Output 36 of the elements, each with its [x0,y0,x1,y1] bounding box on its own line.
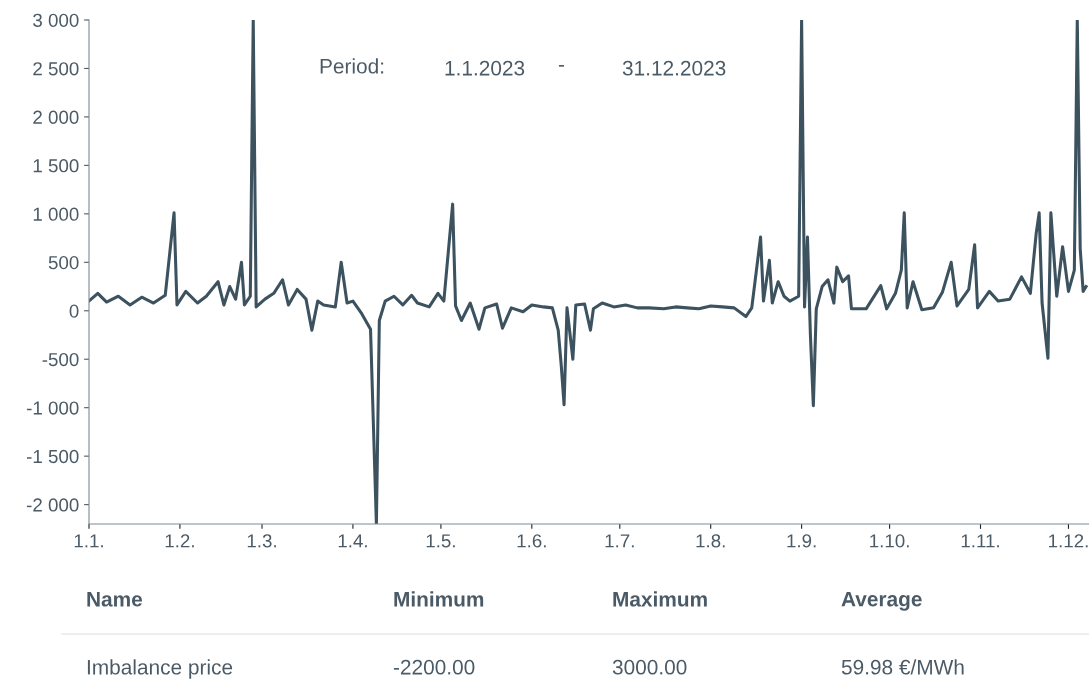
x-tick-label: 1.8. [696,534,725,548]
y-tick-label: -2 000 [26,498,79,512]
x-tick-label: 1.11. [961,534,999,548]
y-tick-label: 500 [48,256,79,270]
x-tick-label: 1.1. [74,534,103,548]
text: Name [87,592,143,607]
x-tick-label: 1.10. [870,534,909,548]
text: Maximum [613,591,707,607]
y-tick-label: 0 [69,304,79,318]
x-tick-label: 1.3. [247,534,276,548]
text: Average [841,591,922,611]
text: 59.98 €/MWh [841,659,964,675]
x-tick-label: 1.6. [517,534,546,548]
y-tick-label: -1 000 [26,401,79,415]
text: -2200.00 [393,659,475,675]
y-tick-label: -500 [42,352,79,367]
line-series [89,20,1088,524]
x-tick-label: 1.12. [1049,534,1088,548]
y-tick-label: 1 500 [33,159,79,173]
x-tick-label: 1.4. [338,534,367,548]
text: Imbalance price [87,659,233,679]
annotation: 1.1.2023 [445,60,525,76]
annotation: 31.12.2023 [622,60,726,76]
y-tick-label: 2 500 [33,62,79,76]
text: Minimum [394,591,484,607]
text: 3000.00 [612,659,687,675]
annotation: Period: [320,58,384,74]
x-tick-label: 1.2. [165,534,194,548]
annotation: - [558,65,565,67]
x-tick-label: 1.9. [787,534,816,548]
x-tick-label: 1.7. [605,534,634,548]
y-tick-label: 1 000 [33,207,79,221]
y-tick-label: -1 500 [26,449,79,464]
y-tick-label: 3 000 [33,13,79,27]
x-tick-label: 1.5. [426,534,455,548]
y-tick-label: 2 000 [33,110,79,124]
